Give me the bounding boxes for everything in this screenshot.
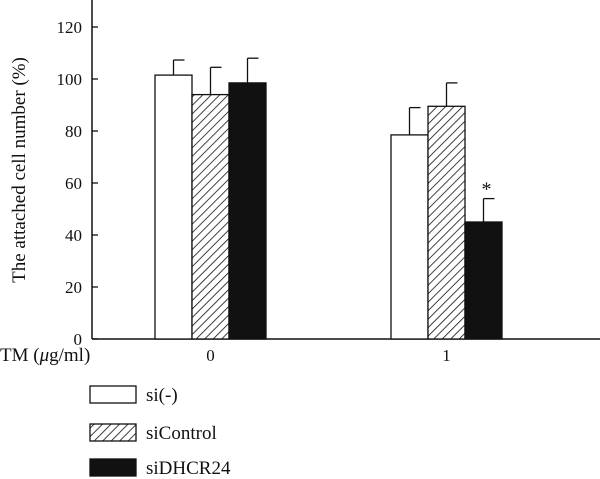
- annotations: *: [482, 179, 492, 201]
- y-tick-label: 60: [65, 174, 82, 193]
- legend-swatch: [89, 385, 137, 404]
- x-axis-title-suffix: g/ml): [49, 345, 90, 366]
- bar: [427, 105, 466, 340]
- bar: [390, 134, 429, 340]
- legend-label: si(-): [146, 385, 178, 406]
- y-tick-label: 20: [65, 278, 82, 297]
- legend: si(-) siControl siDHCR24: [89, 385, 231, 479]
- x-axis-title-prefix: TM (: [0, 345, 40, 366]
- bar: [228, 82, 267, 340]
- y-tick-label: 40: [65, 226, 82, 245]
- y-tick-label: 100: [57, 70, 83, 89]
- x-tick-label: 0: [206, 346, 215, 365]
- x-axis-title: TM (μg/ml): [0, 345, 90, 366]
- bar: [191, 93, 230, 340]
- legend-label: siControl: [146, 423, 217, 444]
- legend-swatch: [89, 423, 137, 442]
- legend-label: siDHCR24: [146, 458, 231, 479]
- y-tick-label: 0: [74, 330, 83, 349]
- y-tick-label: 80: [65, 122, 82, 141]
- y-ticks: 0 20 40 60 80 100 120: [57, 18, 98, 349]
- x-axis-title-greek: μ: [39, 345, 50, 366]
- y-tick-label: 120: [57, 18, 83, 37]
- significance-star: *: [482, 179, 492, 201]
- bar: [464, 221, 503, 340]
- x-tick-label: 1: [442, 346, 451, 365]
- bar: [154, 74, 193, 340]
- bars: [154, 57, 503, 340]
- legend-swatch: [89, 458, 137, 477]
- y-axis-title: The attached cell number (%): [9, 57, 30, 283]
